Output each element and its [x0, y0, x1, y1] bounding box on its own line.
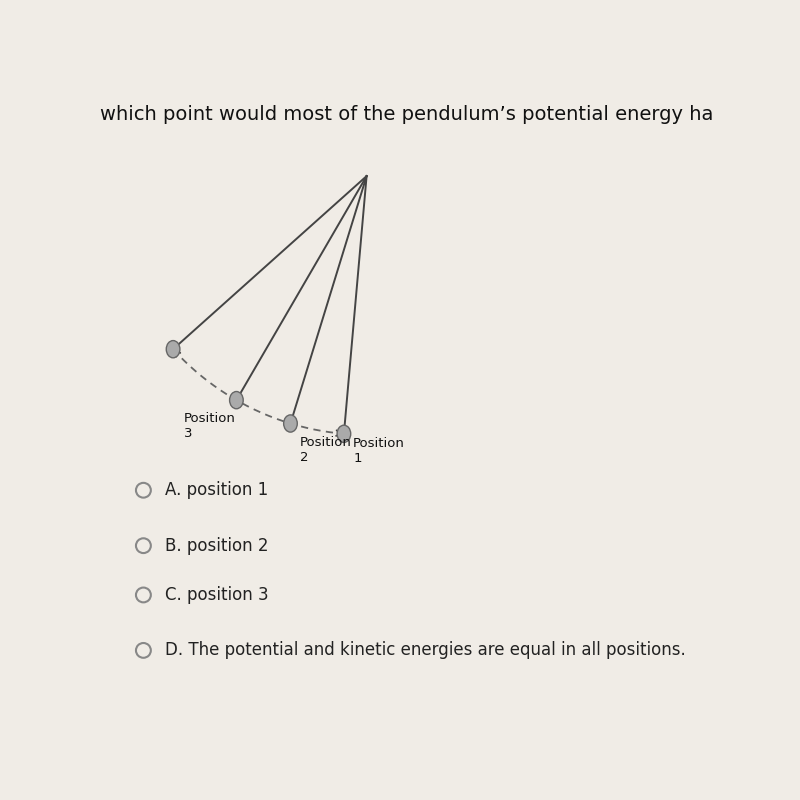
Ellipse shape	[166, 341, 180, 358]
Ellipse shape	[230, 391, 243, 409]
Text: D. The potential and kinetic energies are equal in all positions.: D. The potential and kinetic energies ar…	[165, 642, 686, 659]
Text: B. position 2: B. position 2	[165, 537, 269, 554]
Ellipse shape	[284, 415, 298, 432]
Ellipse shape	[337, 425, 350, 442]
Text: which point would most of the pendulum’s potential energy ha: which point would most of the pendulum’s…	[100, 106, 714, 124]
Text: Position
3: Position 3	[184, 413, 235, 441]
Text: A. position 1: A. position 1	[165, 482, 268, 499]
Text: Position
1: Position 1	[354, 437, 405, 465]
Text: Position
2: Position 2	[300, 436, 352, 464]
Text: C. position 3: C. position 3	[165, 586, 269, 604]
